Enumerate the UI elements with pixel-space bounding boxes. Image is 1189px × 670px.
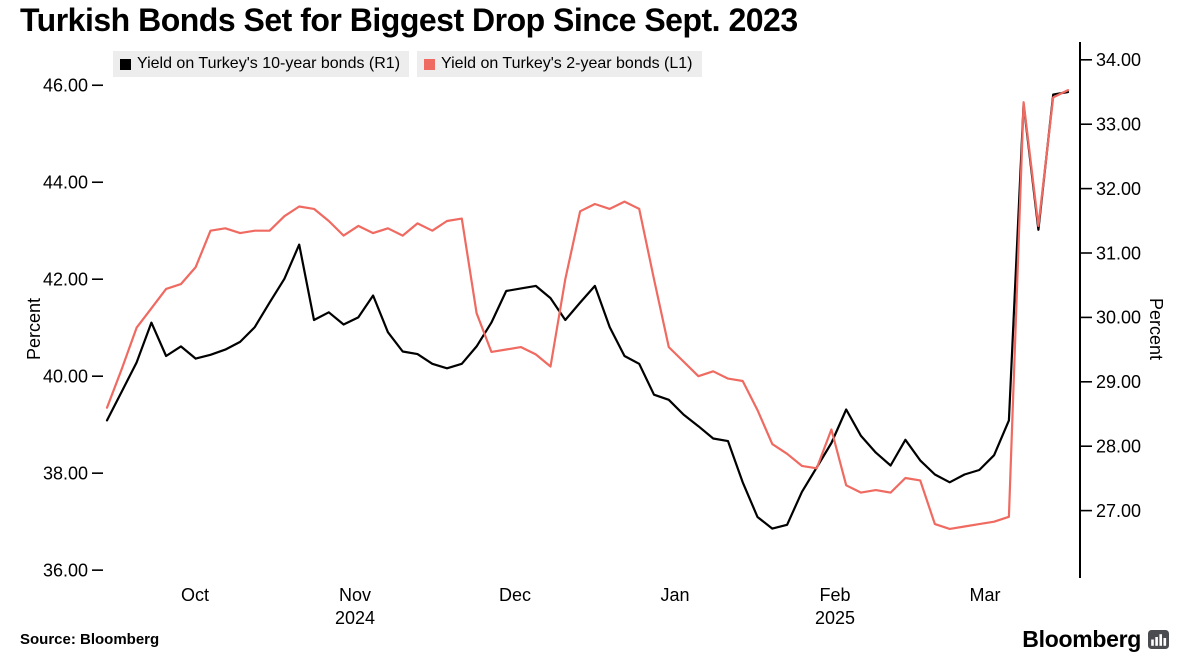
bloomberg-brand: Bloomberg (1022, 626, 1169, 653)
month-label: Feb (819, 585, 850, 605)
bloomberg-bars-icon (1148, 630, 1169, 649)
legend-item-2y: Yield on Turkey's 2-year bonds (L1) (417, 51, 702, 77)
left-axis-tick-label: 36.00 (43, 560, 88, 580)
series-line-10y (105, 90, 1070, 530)
bloomberg-wordmark: Bloomberg (1022, 626, 1141, 652)
right-axis-tick-label: 33.00 (1096, 115, 1141, 135)
legend-label-2y: Yield on Turkey's 2-year bonds (L1) (441, 55, 693, 72)
right-axis-title: Percent (1146, 297, 1166, 361)
year-label: 2024 (335, 608, 375, 628)
right-axis-tick-label: 32.00 (1096, 179, 1141, 199)
left-axis-tick-label: 46.00 (43, 76, 88, 96)
right-axis-tick-label: 34.00 (1096, 50, 1141, 70)
left-axis-title: Percent (24, 297, 44, 361)
year-label: 2025 (815, 608, 855, 628)
legend-label-10y: Yield on Turkey's 10-year bonds (R1) (137, 55, 401, 72)
month-label: Mar (970, 585, 1001, 605)
right-axis-tick-label: 31.00 (1096, 243, 1141, 263)
series-line-2y (105, 88, 1070, 531)
month-label: Jan (660, 585, 689, 605)
source-label: Source: Bloomberg (20, 631, 160, 648)
month-label: Nov (339, 585, 371, 605)
left-axis-tick-label: 38.00 (43, 463, 88, 483)
month-label: Dec (499, 585, 531, 605)
legend: Yield on Turkey's 10-year bonds (R1) Yie… (113, 51, 702, 77)
right-axis-tick-label: 28.00 (1096, 437, 1141, 457)
right-axis-tick-label: 30.00 (1096, 308, 1141, 328)
left-axis-tick-label: 42.00 (43, 270, 88, 290)
month-label: Oct (181, 585, 209, 605)
left-axis-tick-label: 44.00 (43, 173, 88, 193)
right-axis-tick-label: 29.00 (1096, 372, 1141, 392)
page-title: Turkish Bonds Set for Biggest Drop Since… (20, 2, 798, 38)
right-axis-tick-label: 27.00 (1096, 501, 1141, 521)
left-axis-tick-label: 40.00 (43, 366, 88, 386)
legend-item-10y: Yield on Turkey's 10-year bonds (R1) (113, 51, 410, 77)
legend-swatch-2y-icon (424, 58, 436, 70)
legend-swatch-10y-icon (120, 58, 131, 70)
